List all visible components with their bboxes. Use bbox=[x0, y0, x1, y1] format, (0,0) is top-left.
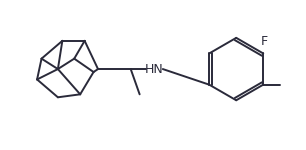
Text: F: F bbox=[261, 35, 268, 48]
Text: HN: HN bbox=[145, 63, 164, 76]
